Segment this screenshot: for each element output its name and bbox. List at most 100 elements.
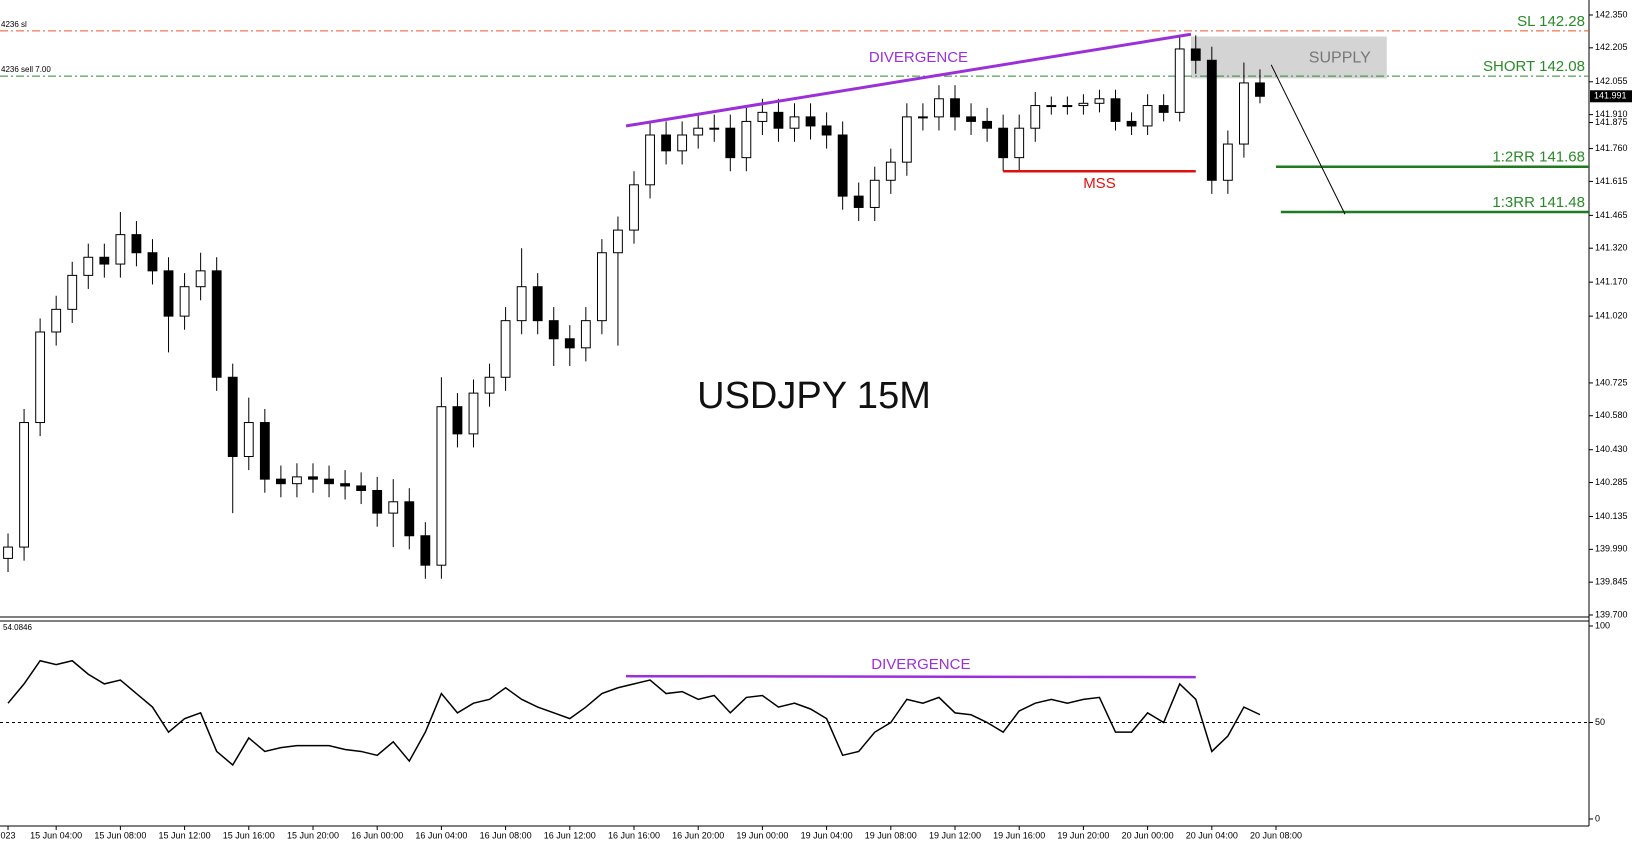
y-tick-label: 140.135 [1595,511,1628,521]
projection-line [1270,64,1346,215]
candle-body [917,116,928,119]
x-tick-label: 20 Jun 04:00 [1186,830,1238,840]
level-label: 1:2RR 141.68 [1492,149,1585,166]
candle-body [51,308,62,333]
candle-body [725,127,736,159]
x-tick-label: 15 Jun 08:00 [94,830,146,840]
candle-body [645,134,655,186]
level-label: SL 142.28 [1517,13,1585,30]
y-tick-label: 50 [1595,717,1605,727]
candle-body [869,179,880,208]
y-tick-label: 142.205 [1595,42,1628,52]
candle-body [3,546,13,559]
candle-body [1046,105,1057,108]
candle-body [420,535,431,566]
x-tick-label: 19 Jun 16:00 [993,830,1045,840]
candle-body [468,392,479,435]
candle-body [1158,105,1169,113]
candle-body [500,320,511,378]
y-tick-label: 140.430 [1595,444,1628,454]
chart-title: USDJPY 15M [697,375,931,417]
y-tick-label: 139.700 [1595,609,1628,619]
candle-body [99,256,110,265]
level-label: 1:3RR 141.48 [1492,194,1585,211]
supply-zone [1190,36,1387,79]
x-tick-label: 19 Jun 04:00 [801,830,853,840]
candle-body [741,120,752,159]
price-label: 141.991 [1594,91,1627,101]
candle-body [629,184,639,231]
level-tag: 4236 sell 7.00 [1,65,51,74]
candle-body [837,134,848,197]
candle-body [35,331,46,424]
candle-body [67,274,78,310]
candle-body [1222,143,1233,181]
candle-body [324,478,334,485]
rsi-value-label: 54.0846 [3,623,32,632]
candle-body [580,320,591,349]
candle-body [308,476,318,480]
divergence-line [625,32,1192,128]
candle-body [1078,102,1089,107]
candle-body [83,256,94,276]
candle-body [1206,59,1217,181]
candle-body [982,120,993,129]
y-tick-label: 141.875 [1595,117,1628,127]
x-tick-label: 15 Jun 12:00 [159,830,211,840]
y-tick-label: 141.615 [1595,176,1628,186]
candle-body [163,270,174,317]
candle-body [404,501,415,537]
y-tick-label: 141.910 [1595,109,1628,119]
candle-body [1126,120,1137,127]
candle-body [1062,105,1073,108]
candle-body [147,252,158,272]
y-tick-label: 0 [1595,813,1600,823]
candle-body [356,485,367,491]
candle-body [179,286,190,317]
candle-body [516,286,527,322]
x-tick-label: 16 Jun 16:00 [608,830,660,840]
level-tag: 4236 sl [1,20,27,29]
candle-body [805,116,816,127]
candle-body [661,134,672,152]
x-tick-label: 16 Jun 08:00 [480,830,532,840]
candle-body [340,483,350,487]
price-box [1590,90,1632,103]
candle-body [195,270,206,288]
candle-body [1190,48,1201,61]
y-tick-label: 140.725 [1595,377,1628,387]
candle-body [1239,82,1249,145]
candle-body [901,116,912,163]
candle-body [548,320,559,340]
x-tick-label: 19 Jun 00:00 [736,830,788,840]
candle-body [1174,48,1185,113]
x-tick-label: 16 Jun 20:00 [672,830,724,840]
y-tick-label: 141.170 [1595,277,1628,287]
y-tick-label: 100 [1595,620,1610,630]
divergence-line [625,674,1196,679]
candle-body [885,161,896,181]
candle-body [853,195,864,208]
candle-body [452,406,463,435]
candle-body [564,338,575,349]
candle-body [998,127,1009,159]
candle-body [709,127,720,130]
candle-body [1110,98,1121,122]
candle-body [1094,98,1105,104]
level-label: SHORT 142.08 [1483,58,1585,75]
candle-body [259,422,270,480]
x-tick-label: 20 Jun 00:00 [1122,830,1174,840]
candle-body [292,476,302,485]
y-tick-label: 141.760 [1595,143,1628,153]
candle-body [115,234,126,265]
candle-body [436,406,447,566]
y-tick-label: 139.990 [1595,544,1628,554]
candle-body [1014,127,1025,159]
candle-body [484,376,495,394]
y-tick-label: 141.320 [1595,243,1628,253]
candle-body [677,134,688,152]
candle-body [789,116,800,129]
